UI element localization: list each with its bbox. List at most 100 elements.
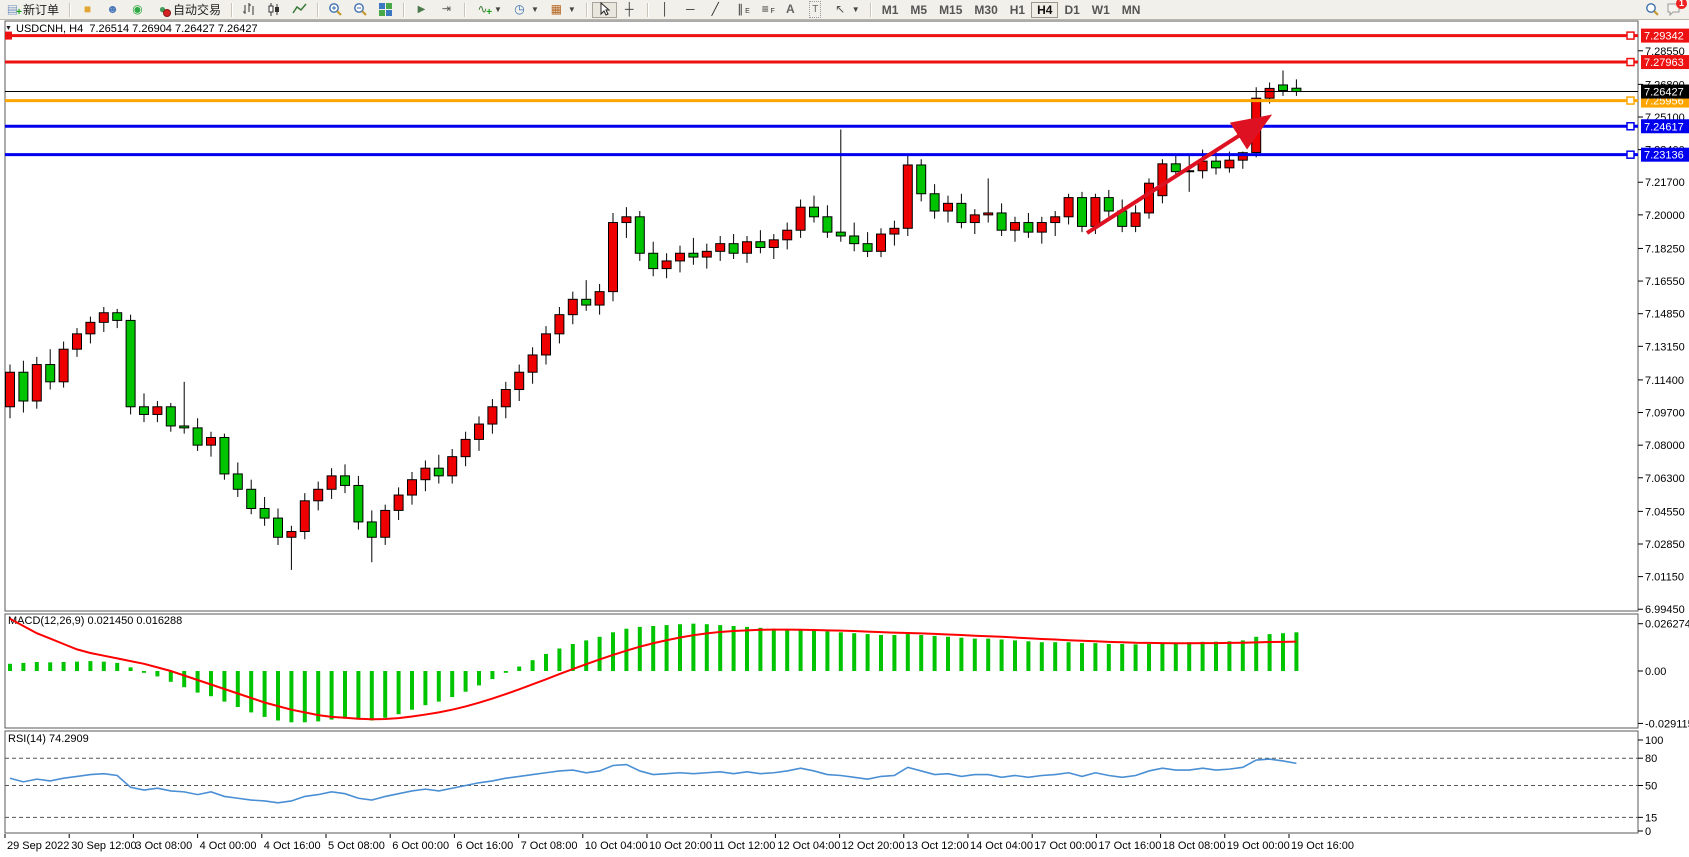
label-button[interactable]: T	[803, 1, 828, 18]
arrows-icon: ↖	[835, 2, 846, 16]
tile-windows-button[interactable]	[373, 2, 398, 18]
svg-text:5 Oct 08:00: 5 Oct 08:00	[328, 840, 385, 852]
timeframe-button-mn[interactable]: MN	[1116, 2, 1147, 18]
auto-scroll-button[interactable]: ▶	[409, 2, 434, 18]
svg-text:11 Oct 12:00: 11 Oct 12:00	[713, 840, 775, 852]
candle-chart-button[interactable]	[262, 2, 287, 18]
svg-text:19 Oct 00:00: 19 Oct 00:00	[1227, 840, 1290, 852]
arrows-button[interactable]: ↖ ▼	[828, 2, 865, 18]
svg-text:-0.029115: -0.029115	[1645, 718, 1689, 730]
svg-text:18 Oct 08:00: 18 Oct 08:00	[1163, 840, 1226, 852]
svg-text:17 Oct 00:00: 17 Oct 00:00	[1034, 840, 1097, 852]
notification-count: 1	[1676, 0, 1687, 9]
new-chart-button[interactable]: ■	[75, 2, 100, 18]
svg-text:0.00: 0.00	[1645, 666, 1666, 678]
svg-text:7.06300: 7.06300	[1645, 473, 1685, 485]
svg-text:7.26427: 7.26427	[1644, 87, 1684, 99]
timeframe-button-m5[interactable]: M5	[904, 2, 933, 18]
signals-button[interactable]: ◉	[125, 2, 150, 18]
search-icon[interactable]	[1645, 2, 1660, 17]
notifications-button[interactable]: 1	[1666, 0, 1687, 17]
svg-text:7.18250: 7.18250	[1645, 243, 1685, 255]
text-button[interactable]: A	[778, 2, 803, 18]
indicators-button[interactable]: ∿ + ▼	[470, 2, 507, 18]
caret-down-icon: ▼	[494, 5, 502, 14]
hline-button[interactable]: ─	[678, 2, 703, 18]
doc-plus-icon: ▤ +	[6, 2, 22, 18]
toolbar-separator	[464, 2, 467, 17]
zoom-out-icon	[353, 2, 368, 17]
toolbar-separator	[231, 2, 234, 17]
new-order-button-label: 新订单	[23, 3, 60, 17]
timeframe-button-h1[interactable]: H1	[1004, 2, 1031, 18]
price-level-badge: 7.26427	[1641, 84, 1689, 99]
tiles-icon	[378, 2, 393, 17]
label-icon: T	[808, 1, 823, 18]
bar-chart-button[interactable]	[237, 2, 262, 18]
price-axis[interactable]: 7.285507.268007.251007.234007.217007.200…	[1638, 46, 1689, 838]
crosshair-button[interactable]: ┼	[617, 2, 642, 18]
vline-icon: │	[661, 2, 670, 16]
svg-text:7.04550: 7.04550	[1645, 506, 1685, 518]
svg-text:50: 50	[1645, 781, 1657, 793]
candles-icon	[267, 2, 282, 17]
trendline-button[interactable]: ╱	[703, 2, 728, 18]
hline-icon: ─	[686, 2, 695, 16]
svg-text:7.29342: 7.29342	[1644, 31, 1684, 43]
cursor-icon	[597, 2, 612, 17]
indicator-icon: ∿ +	[477, 2, 493, 18]
vline-button[interactable]: │	[653, 2, 678, 18]
chart-title: USDCNH, H4 7.26514 7.26904 7.26427 7.264…	[16, 23, 258, 35]
price-level-badge: 7.23136	[1641, 147, 1689, 162]
timeframe-button-h4[interactable]: H4	[1031, 1, 1059, 18]
trendline-icon: ╱	[711, 2, 719, 16]
svg-text:29 Sep 2022: 29 Sep 2022	[7, 840, 69, 852]
channel-button[interactable]: ∥ E	[728, 2, 753, 18]
autotrade-button[interactable]: ● 自动交易	[150, 2, 226, 18]
profile-button[interactable]: ☻	[100, 2, 125, 18]
zoom-out-button[interactable]	[348, 2, 373, 18]
svg-text:7.11400: 7.11400	[1645, 375, 1684, 387]
svg-text:7.25956: 7.25956	[1644, 96, 1684, 108]
linechart-icon	[292, 2, 307, 17]
svg-text:7.27963: 7.27963	[1644, 57, 1684, 69]
line-chart-button[interactable]	[287, 2, 312, 18]
trend-arrow[interactable]	[1085, 114, 1273, 235]
timeframe-button-d1[interactable]: D1	[1058, 2, 1085, 18]
svg-text:3 Oct 08:00: 3 Oct 08:00	[135, 840, 192, 852]
svg-text:10 Oct 04:00: 10 Oct 04:00	[585, 840, 648, 852]
timeframe-button-m15[interactable]: M15	[933, 2, 968, 18]
timeframe-button-w1[interactable]: W1	[1086, 2, 1116, 18]
new-order-button[interactable]: ▤ + 新订单	[0, 2, 64, 18]
text-icon: A	[785, 2, 795, 16]
svg-text:4 Oct 16:00: 4 Oct 16:00	[264, 840, 321, 852]
svg-text:15: 15	[1645, 812, 1657, 824]
svg-text:7.20000: 7.20000	[1645, 210, 1685, 222]
price-level-badge: 7.24617	[1641, 119, 1689, 134]
svg-text:7.16550: 7.16550	[1645, 276, 1685, 288]
svg-text:7.24617: 7.24617	[1644, 121, 1684, 133]
globe-stop-icon: ●	[155, 2, 172, 17]
chart-collapse-icon[interactable]: ▼	[5, 25, 12, 32]
crosshair-icon: ┼	[625, 2, 634, 16]
fibonacci-button[interactable]: ≡ F	[753, 2, 778, 18]
svg-text:0: 0	[1645, 826, 1651, 838]
svg-text:4 Oct 00:00: 4 Oct 00:00	[200, 840, 257, 852]
clock-icon: ◷	[514, 2, 525, 16]
caret-down-icon: ▼	[851, 5, 860, 14]
time-axis[interactable]: 29 Sep 2022 30 Sep 12:003 Oct 08:00 4 Oct …	[4, 834, 1354, 852]
zoom-in-button[interactable]	[323, 2, 348, 18]
periods-button[interactable]: ◷ ▼	[507, 2, 544, 18]
svg-text:6 Oct 00:00: 6 Oct 00:00	[392, 840, 449, 852]
cube-icon: ■	[83, 2, 92, 16]
person-icon: ☻	[106, 2, 119, 16]
timeframe-button-m30[interactable]: M30	[968, 2, 1003, 18]
svg-text:13 Oct 12:00: 13 Oct 12:00	[906, 840, 969, 852]
templates-button[interactable]: ▦ ▼	[544, 2, 581, 18]
chart-shift-button[interactable]: ⇥	[434, 2, 459, 18]
autotrade-button-label: 自动交易	[173, 3, 222, 17]
cursor-button[interactable]	[591, 1, 617, 18]
timeframe-button-m1[interactable]: M1	[876, 2, 905, 18]
